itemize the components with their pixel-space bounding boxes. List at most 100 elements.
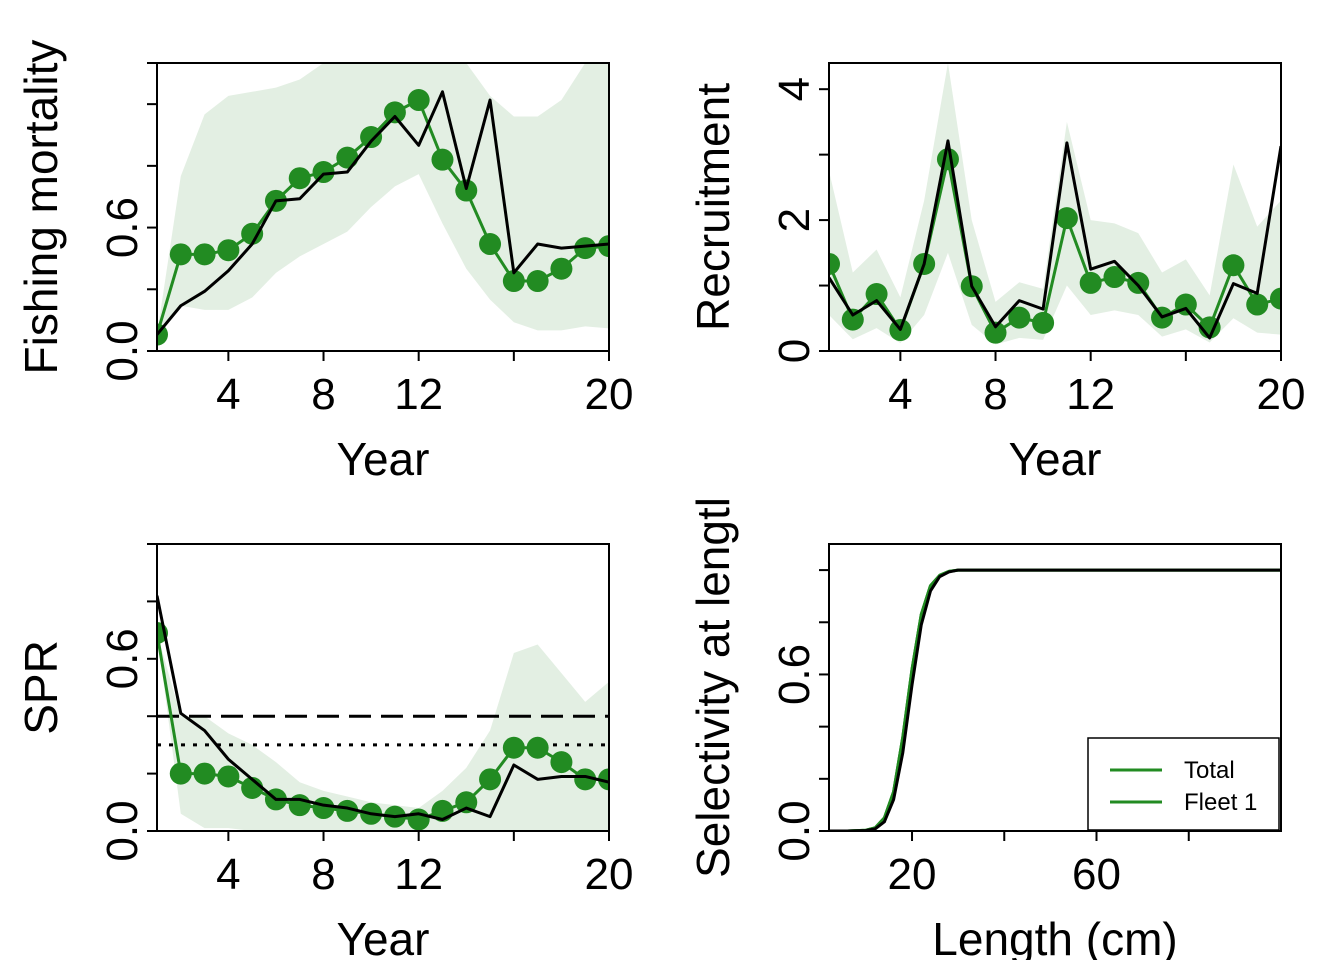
estimate-point: [936, 148, 959, 171]
estimate-point: [841, 308, 864, 331]
true-value-line: [157, 90, 609, 336]
x-tick-label: 20: [585, 850, 634, 899]
estimate-point: [829, 252, 840, 275]
y-tick-label: 0.6: [98, 197, 147, 258]
estimate-point: [169, 762, 192, 785]
true-value-line: [157, 595, 609, 822]
panel-spr: 4 8 12 20 0.0 0.6 Year SPR: [15, 543, 634, 960]
estimate-point: [502, 736, 525, 759]
x-tick-label: 60: [1072, 850, 1121, 899]
x-tick-label: 20: [585, 370, 634, 419]
estimate-point: [193, 243, 216, 266]
legend-label: Total: [1184, 757, 1235, 784]
estimate-point: [574, 237, 597, 260]
x-tick-label: 8: [311, 850, 335, 899]
y-tick-label: 0: [770, 339, 819, 363]
x-axis-title: Year: [337, 433, 430, 485]
estimate-point: [169, 243, 192, 266]
estimate-point: [479, 233, 502, 256]
x-tick-label: 4: [216, 370, 240, 419]
estimate-point: [431, 148, 454, 171]
estimate-point: [336, 799, 359, 822]
legend: Total Fleet 1: [1087, 737, 1280, 831]
estimate-point: [550, 257, 573, 280]
x-tick-label: 12: [394, 850, 443, 899]
estimate-point: [312, 161, 335, 184]
estimate-point: [1246, 293, 1269, 316]
x-tick-label: 4: [888, 370, 912, 419]
plot-frame: [828, 62, 1282, 352]
y-axis-title: Fishing mortality: [15, 40, 67, 375]
plot-frame: [156, 543, 610, 832]
estimate-point: [502, 270, 525, 293]
plot-area: [829, 568, 1281, 831]
estimate-point: [1270, 287, 1281, 310]
y-axis-title: Recruitment: [687, 83, 739, 331]
x-tick-label: 8: [311, 370, 335, 419]
estimate-point: [288, 794, 311, 817]
estimate-point: [455, 179, 478, 202]
estimate-point: [383, 101, 406, 124]
confidence-ribbon: [157, 63, 609, 335]
estimate-point: [360, 126, 383, 149]
x-tick-label: 8: [983, 370, 1007, 419]
estimate-point: [407, 808, 430, 831]
estimate-point: [217, 765, 240, 788]
estimate-point: [598, 768, 609, 791]
x-tick-label: 12: [394, 370, 443, 419]
plot-frame: [828, 543, 1282, 832]
estimate-point: [1032, 311, 1055, 334]
estimate-point: [1222, 254, 1245, 277]
x-tick-label: 12: [1066, 370, 1115, 419]
estimate-point: [984, 321, 1007, 344]
panel-fishing-mortality: 4 8 12 20 0.0 0.6 Year Fishing mortality: [15, 40, 633, 485]
legend-label: Fleet 1: [1184, 789, 1257, 816]
confidence-ribbon: [829, 63, 1281, 345]
y-tick-label: 0.0: [98, 320, 147, 381]
estimate-point: [336, 146, 359, 169]
plot-area: [157, 63, 609, 346]
estimate-point: [217, 239, 240, 262]
y-tick-label: 2: [770, 208, 819, 232]
estimate-point: [1008, 306, 1031, 329]
estimate-point: [407, 89, 430, 112]
y-axis-title: SPR: [15, 640, 67, 735]
estimate-point: [550, 751, 573, 774]
estimate-point: [1103, 266, 1126, 289]
confidence-ribbon: [157, 632, 609, 831]
y-tick-label: 0.6: [98, 628, 147, 689]
y-tick-label: 0.0: [98, 800, 147, 861]
estimate-point: [1127, 271, 1150, 294]
estimate-point: [1055, 207, 1078, 230]
x-axis-title: Length (cm): [932, 913, 1177, 960]
x-tick-label: 20: [1257, 370, 1306, 419]
plot-area: [157, 595, 609, 831]
plot-frame: [156, 62, 610, 352]
estimate-point: [1079, 271, 1102, 294]
y-tick-label: 0.6: [770, 644, 819, 705]
estimate-point: [193, 762, 216, 785]
estimate-point: [312, 797, 335, 820]
true-value-line: [829, 139, 1281, 340]
estimate-point: [526, 270, 549, 293]
estimate-point: [241, 222, 264, 245]
panel-recruitment: 4 8 12 20 0 2 4 Year Recruitment: [687, 62, 1306, 485]
panel-selectivity: 20 60 0.0 0.6 Length (cm) Selectivity at leng…: [687, 497, 1282, 960]
estimate-point: [455, 791, 478, 814]
estimate-point: [574, 768, 597, 791]
estimate-point: [598, 235, 609, 258]
estimate-point: [479, 768, 502, 791]
true-value-line: [829, 568, 1281, 831]
y-tick-label: 0.0: [770, 800, 819, 861]
estimate-point: [288, 167, 311, 190]
x-tick-label: 20: [888, 850, 937, 899]
estimate-point: [865, 283, 888, 306]
estimate-point: [526, 736, 549, 759]
y-axis-title: Selectivity at lengtl: [687, 497, 739, 878]
plot-area: [829, 63, 1281, 345]
legend-box: [1087, 737, 1280, 831]
x-tick-label: 4: [216, 850, 240, 899]
x-axis-title: Year: [337, 913, 430, 960]
x-axis-title: Year: [1009, 433, 1102, 485]
